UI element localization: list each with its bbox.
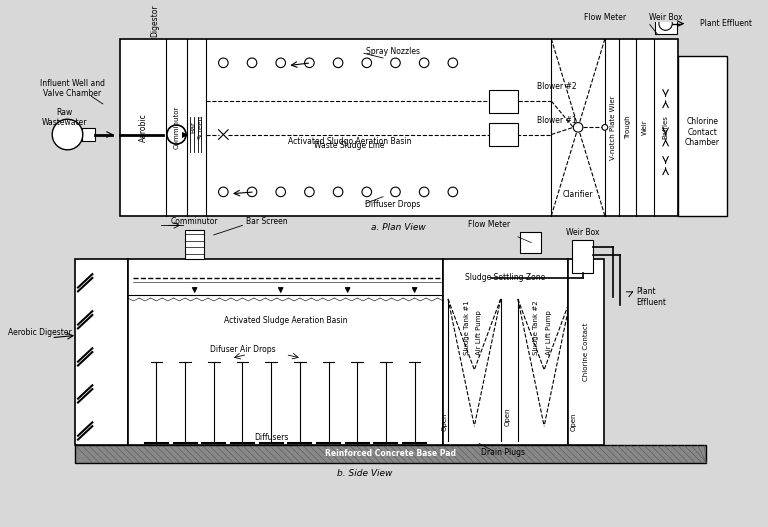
Text: Plant Effluent: Plant Effluent <box>700 19 753 28</box>
Bar <box>75 259 127 445</box>
Text: Activated Sludge Aeration Basin: Activated Sludge Aeration Basin <box>223 317 347 326</box>
Bar <box>489 123 518 146</box>
Bar <box>443 259 568 445</box>
Text: Sludge Tank #1: Sludge Tank #1 <box>464 300 470 355</box>
Text: Comminutor: Comminutor <box>170 217 218 226</box>
Circle shape <box>391 187 400 197</box>
Circle shape <box>448 187 458 197</box>
Text: Plant
Effluent: Plant Effluent <box>637 287 667 307</box>
Circle shape <box>419 58 429 67</box>
Text: Open: Open <box>442 412 447 431</box>
Circle shape <box>276 58 286 67</box>
Text: Diffusers: Diffusers <box>254 433 288 442</box>
Bar <box>520 232 541 253</box>
Text: Bar
Screen: Bar Screen <box>190 115 203 139</box>
Text: Open: Open <box>505 407 510 426</box>
Text: ▶: ▶ <box>182 130 188 139</box>
Text: Open: Open <box>571 412 576 431</box>
Text: Air Lift Pump: Air Lift Pump <box>476 310 482 355</box>
Text: Sludge Tank #2: Sludge Tank #2 <box>534 300 539 355</box>
Text: Comminutor: Comminutor <box>174 106 180 149</box>
Text: Air Lift Pump: Air Lift Pump <box>546 310 552 355</box>
Text: Trough: Trough <box>625 115 631 139</box>
Bar <box>654 13 677 34</box>
Text: Bar Screen: Bar Screen <box>246 217 287 226</box>
Text: Weir: Weir <box>642 120 648 135</box>
Circle shape <box>333 58 343 67</box>
Circle shape <box>419 187 429 197</box>
Text: Aerobic: Aerobic <box>138 113 147 142</box>
Bar <box>75 445 707 463</box>
Text: Diffuser Drops: Diffuser Drops <box>365 200 420 209</box>
Bar <box>127 259 443 445</box>
Circle shape <box>167 125 186 144</box>
Bar <box>568 259 604 445</box>
Text: Weir Box: Weir Box <box>649 13 682 22</box>
Circle shape <box>305 58 314 67</box>
Text: Flow Meter: Flow Meter <box>468 220 510 229</box>
Text: Raw
Wastewater: Raw Wastewater <box>42 108 88 127</box>
Circle shape <box>602 124 607 130</box>
Bar <box>120 39 677 216</box>
Text: Activated Sludgo Aeration Basin: Activated Sludgo Aeration Basin <box>288 137 412 146</box>
Text: a. Plan View: a. Plan View <box>372 223 426 232</box>
Bar <box>82 128 95 141</box>
Text: Chlorine Contact: Chlorine Contact <box>583 323 589 382</box>
Circle shape <box>219 58 228 67</box>
Circle shape <box>659 17 672 30</box>
Circle shape <box>333 187 343 197</box>
Text: Weir Box: Weir Box <box>566 228 600 237</box>
Circle shape <box>247 187 257 197</box>
Text: Drain Plugs: Drain Plugs <box>481 448 525 457</box>
Circle shape <box>448 58 458 67</box>
Text: V-notch Plate Wier: V-notch Plate Wier <box>610 95 615 160</box>
Text: Waste Sludge Line: Waste Sludge Line <box>314 142 385 151</box>
Text: Aerobic Digester: Aerobic Digester <box>8 328 71 337</box>
Circle shape <box>391 58 400 67</box>
Circle shape <box>219 187 228 197</box>
Text: Blower #2: Blower #2 <box>537 82 577 91</box>
Circle shape <box>276 187 286 197</box>
Text: Blower #1: Blower #1 <box>537 116 577 125</box>
Circle shape <box>574 123 583 132</box>
Bar <box>489 90 518 113</box>
Text: Difuser Air Drops: Difuser Air Drops <box>210 345 275 354</box>
Text: b. Side View: b. Side View <box>336 470 392 479</box>
Text: Chlorine
Contact
Chamber: Chlorine Contact Chamber <box>685 117 720 147</box>
Text: Reinforced Concrete Base Pad: Reinforced Concrete Base Pad <box>325 450 456 458</box>
Bar <box>185 230 204 259</box>
Text: Spray Nozzles: Spray Nozzles <box>366 47 419 56</box>
Bar <box>677 56 727 216</box>
Circle shape <box>362 187 372 197</box>
Circle shape <box>362 58 372 67</box>
Text: Influent Well and
Valve Chamber: Influent Well and Valve Chamber <box>40 79 104 99</box>
Text: Flow Meter: Flow Meter <box>584 13 626 22</box>
Text: Sludge Settling Zone: Sludge Settling Zone <box>465 274 545 282</box>
Circle shape <box>305 187 314 197</box>
Text: Clarifier: Clarifier <box>563 190 594 199</box>
Text: Baffles: Baffles <box>663 115 669 139</box>
Bar <box>572 240 594 273</box>
Text: Digestor: Digestor <box>150 4 159 37</box>
Circle shape <box>52 119 83 150</box>
Circle shape <box>247 58 257 67</box>
